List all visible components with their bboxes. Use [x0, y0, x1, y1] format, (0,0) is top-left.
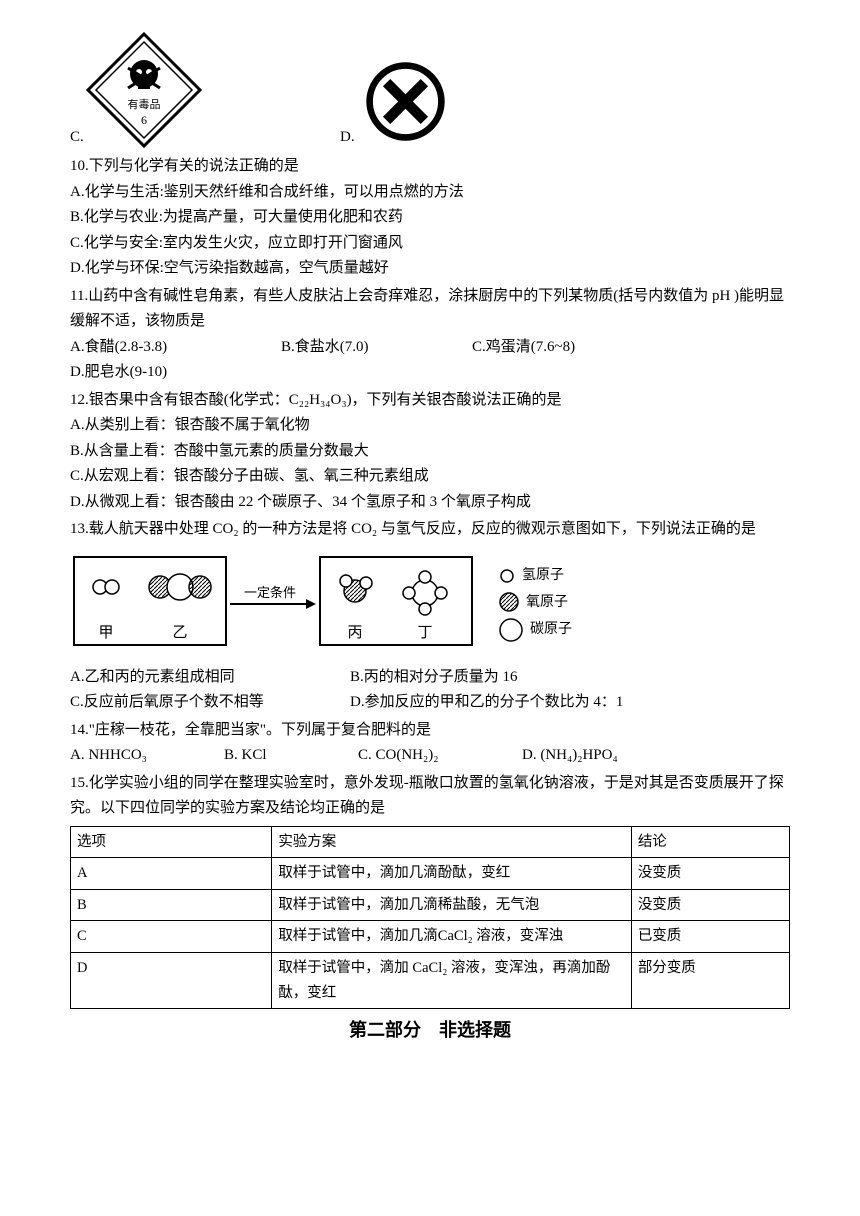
q14-options: A. NHHCO₃ B. KCl C. CO(NH₂)₂ D. (NH₄)₂HP…	[70, 743, 790, 769]
arrow-label: 一定条件	[244, 585, 296, 600]
legend-o: 氧原子	[498, 591, 572, 615]
q11-d: D.肥皂水(9-10)	[70, 360, 167, 386]
table-row: D 取样于试管中，滴加 CaCl₂ 溶液，变浑浊，再滴加酚酞，变红 部分变质	[71, 953, 790, 1009]
reaction-svg: 甲 乙 一定条件 丙 丁	[70, 549, 480, 659]
q12-c: C.从宏观上看：银杏酸分子由碳、氢、氧三种元素组成	[70, 464, 790, 490]
question-10: 10.下列与化学有关的说法正确的是 A.化学与生活:鉴别天然纤维和合成纤维，可以…	[70, 154, 790, 282]
option-d: D.	[340, 59, 448, 150]
q13-b: B.丙的相对分子质量为 16	[350, 665, 518, 691]
q13-c: C.反应前后氧原子个数不相等	[70, 690, 350, 716]
q14-d: D. (NH₄)₂HPO₄	[522, 743, 618, 769]
q11-b: B.食盐水(7.0)	[281, 335, 436, 361]
reaction-diagram: 甲 乙 一定条件 丙 丁 氢原子	[70, 549, 790, 659]
q11-options: A.食醋(2.8-3.8) B.食盐水(7.0) C.鸡蛋清(7.6~8) D.…	[70, 335, 790, 386]
irritant-x-icon	[363, 59, 448, 144]
q13-row2: C.反应前后氧原子个数不相等 D.参加反应的甲和乙的分子个数比为 4：1	[70, 690, 790, 716]
table-row: C 取样于试管中，滴加几滴CaCl₂ 溶液，变浑浊 已变质	[71, 921, 790, 953]
q13-d: D.参加反应的甲和乙的分子个数比为 4：1	[350, 690, 623, 716]
q12-stem: 12.银杏果中含有银杏酸(化学式：C₂₂H₃₄O₃)，下列有关银杏酸说法正确的是	[70, 388, 790, 414]
question-12: 12.银杏果中含有银杏酸(化学式：C₂₂H₃₄O₃)，下列有关银杏酸说法正确的是…	[70, 388, 790, 516]
th-conclusion: 结论	[631, 826, 789, 858]
legend-h: 氢原子	[498, 564, 572, 588]
svg-text:丙: 丙	[347, 625, 362, 641]
question-15: 15.化学实验小组的同学在整理实验室时，意外发现-瓶敞口放置的氢氧化钠溶液，于是…	[70, 771, 790, 1010]
q11-a: A.食醋(2.8-3.8)	[70, 335, 245, 361]
question-13: 13.载人航天器中处理 CO₂ 的一种方法是将 CO₂ 与氢气反应，反应的微观示…	[70, 517, 790, 716]
q10-b: B.化学与农业:为提高产量，可大量使用化肥和农药	[70, 205, 790, 231]
q14-c: C. CO(NH₂)₂	[358, 743, 498, 769]
question-11: 11.山药中含有碱性皂角素，有些人皮肤沾上会奇痒难忍，涂抹厨房中的下列某物质(括…	[70, 284, 790, 386]
section-2-heading: 第二部分 非选择题	[70, 1015, 790, 1046]
q14-a: A. NHHCO₃	[70, 743, 200, 769]
legend-c: 碳原子	[498, 617, 572, 643]
table-row: A 取样于试管中，滴加几滴酚酞，变红 没变质	[71, 858, 790, 890]
q14-b: B. KCl	[224, 743, 334, 769]
q13-row1: A.乙和丙的元素组成相同 B.丙的相对分子质量为 16	[70, 665, 790, 691]
th-option: 选项	[71, 826, 272, 858]
q11-stem: 11.山药中含有碱性皂角素，有些人皮肤沾上会奇痒难忍，涂抹厨房中的下列某物质(括…	[70, 284, 790, 335]
q10-stem: 10.下列与化学有关的说法正确的是	[70, 154, 790, 180]
atom-legend: 氢原子 氧原子 碳原子	[498, 561, 572, 647]
table-row: B 取样于试管中，滴加几滴稀盐酸，无气泡 没变质	[71, 889, 790, 921]
svg-text:甲: 甲	[98, 625, 113, 641]
q15-stem: 15.化学实验小组的同学在整理实验室时，意外发现-瓶敞口放置的氢氧化钠溶液，于是…	[70, 771, 790, 822]
q10-a: A.化学与生活:鉴别天然纤维和合成纤维，可以用点燃的方法	[70, 180, 790, 206]
q10-d: D.化学与环保:空气污染指数越高，空气质量越好	[70, 256, 790, 282]
q12-d: D.从微观上看：银杏酸由 22 个碳原子、34 个氢原子和 3 个氧原子构成	[70, 490, 790, 516]
toxic-six: 6	[141, 113, 147, 127]
q12-b: B.从含量上看：杏酸中氢元素的质量分数最大	[70, 439, 790, 465]
q10-c: C.化学与安全:室内发生火灾，应立即打开门窗通风	[70, 231, 790, 257]
toxic-hazard-icon: 有毒品 6	[84, 30, 204, 150]
svg-text:乙: 乙	[172, 625, 187, 641]
table-header-row: 选项 实验方案 结论	[71, 826, 790, 858]
question-14: 14."庄稼一枝花，全靠肥当家"。下列属于复合肥料的是 A. NHHCO₃ B.…	[70, 718, 790, 769]
q11-c: C.鸡蛋清(7.6~8)	[472, 335, 647, 361]
options-c-d-row: C. 有毒品 6 D.	[70, 30, 790, 150]
svg-text:丁: 丁	[417, 625, 432, 641]
q13-a: A.乙和丙的元素组成相同	[70, 665, 350, 691]
option-c-label: C.	[70, 125, 84, 151]
q13-stem: 13.载人航天器中处理 CO₂ 的一种方法是将 CO₂ 与氢气反应，反应的微观示…	[70, 517, 790, 543]
option-c: C. 有毒品 6	[70, 30, 340, 150]
toxic-label: 有毒品	[127, 97, 160, 111]
option-d-label: D.	[340, 125, 355, 151]
q12-a: A.从类别上看：银杏酸不属于氧化物	[70, 413, 790, 439]
q15-table: 选项 实验方案 结论 A 取样于试管中，滴加几滴酚酞，变红 没变质 B 取样于试…	[70, 826, 790, 1010]
q14-stem: 14."庄稼一枝花，全靠肥当家"。下列属于复合肥料的是	[70, 718, 790, 744]
th-plan: 实验方案	[272, 826, 632, 858]
